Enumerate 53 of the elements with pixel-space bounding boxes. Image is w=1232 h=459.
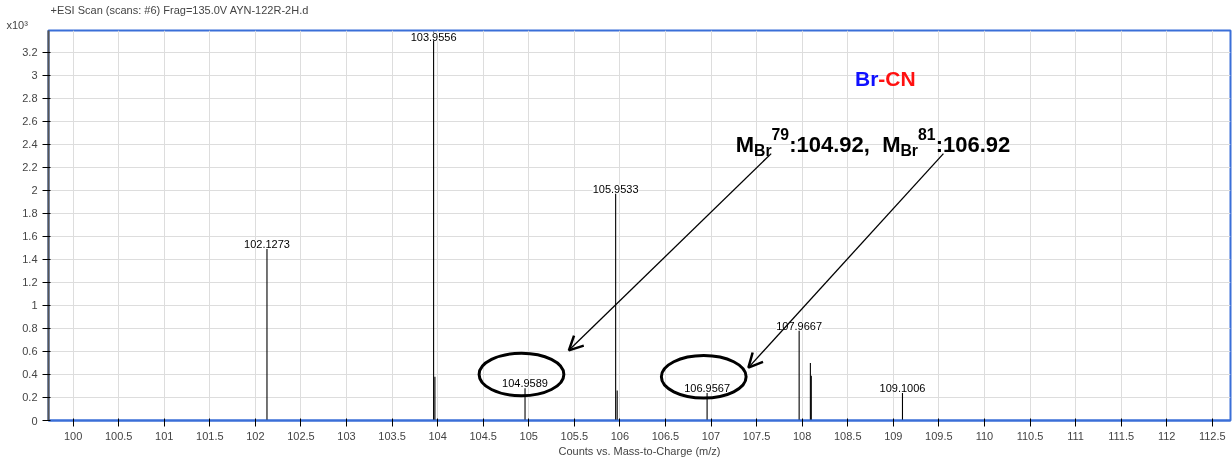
x-tick-label: 112.5	[1198, 429, 1226, 442]
x-tick-label: 105.5	[560, 429, 589, 442]
x-tick-label: 107	[701, 429, 721, 442]
y-axis-title: x10³	[6, 18, 29, 31]
x-tick-label: 100	[63, 429, 83, 442]
y-tick-label: 0.4	[22, 368, 38, 381]
y-tick-label: 2.8	[22, 92, 38, 105]
y-tick-label: 2.4	[22, 138, 38, 151]
x-axis-title: Counts vs. Mass-to-Charge (m/z)	[558, 444, 721, 457]
x-tick-label: 104.5	[469, 429, 497, 442]
annotation: 106.9567	[684, 381, 731, 394]
x-tick-label: 111	[1067, 429, 1084, 442]
x-tick-label: 103	[337, 429, 356, 442]
y-tick-label: 1.4	[22, 253, 38, 266]
y-tick-label: 3.2	[22, 46, 38, 59]
x-tick-label: 106.5	[651, 429, 680, 442]
y-tick-label: 1.8	[22, 207, 38, 220]
x-tick-label: 101.5	[196, 429, 224, 442]
x-tick-label: 109	[884, 429, 903, 442]
y-tick-label: 2.6	[22, 115, 38, 128]
y-tick-label: 3	[31, 69, 38, 82]
x-tick-label: 101	[155, 429, 174, 442]
x-tick-label: 104	[428, 429, 447, 442]
x-tick-label: 111.5	[1108, 429, 1135, 442]
annotation: 105.9533	[592, 182, 639, 195]
x-tick-label: 110.5	[1016, 429, 1044, 442]
x-tick-label: 108.5	[833, 429, 862, 442]
x-tick-label: 110	[975, 429, 994, 442]
annotation: Br-CN	[855, 67, 916, 91]
y-tick-label: 0.6	[22, 345, 38, 358]
y-tick-label: 1.2	[22, 276, 38, 289]
x-tick-label: 109.5	[925, 429, 953, 442]
x-tick-label: 103.5	[378, 429, 406, 442]
annotation: 103.9556	[410, 30, 457, 43]
annotation: 102.1273	[244, 238, 290, 251]
y-tick-label: 0.8	[22, 322, 38, 335]
x-tick-label: 100.5	[104, 429, 133, 442]
y-tick-label: 2.2	[22, 161, 38, 174]
x-tick-label: 108	[793, 429, 812, 442]
y-tick-label: 2	[31, 184, 38, 197]
x-tick-label: 102.5	[287, 429, 315, 442]
x-tick-label: 112	[1157, 429, 1176, 442]
y-tick-label: 1.6	[22, 230, 38, 243]
chart-title: +ESI Scan (scans: #6) Frag=135.0V AYN-122R-2H.d	[50, 3, 309, 16]
x-tick-label: 106	[610, 429, 630, 442]
x-tick-label: 107.5	[742, 429, 771, 442]
annotation: 104.9589	[502, 377, 548, 390]
x-tick-label: 105	[519, 429, 538, 442]
y-tick-label: 1	[31, 299, 38, 312]
annotation: 109.1006	[879, 381, 926, 394]
x-tick-label: 102	[246, 429, 265, 442]
y-tick-label: 0	[31, 414, 38, 427]
y-tick-label: 0.2	[22, 391, 38, 404]
